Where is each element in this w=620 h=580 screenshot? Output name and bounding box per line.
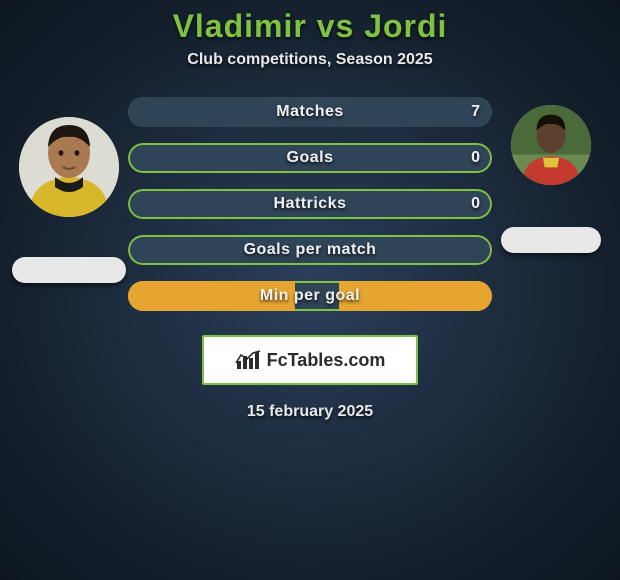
stat-label: Hattricks	[128, 189, 492, 219]
date-label: 15 february 2025	[0, 403, 620, 421]
left-player-panel	[14, 97, 124, 283]
right-player-panel	[496, 97, 606, 253]
stat-row: Hattricks0	[128, 189, 492, 219]
stat-row: Matches7	[128, 97, 492, 127]
left-player-flag	[12, 257, 126, 283]
stat-value-right: 0	[459, 189, 492, 219]
page-title: Vladimir vs Jordi	[0, 8, 620, 45]
stat-label: Matches	[128, 97, 492, 127]
stat-value-right: 0	[459, 143, 492, 173]
comparison-layout: Matches7Goals0Hattricks0Goals per matchM…	[0, 97, 620, 327]
stat-label: Min per goal	[128, 281, 492, 311]
avatar-right-illustration	[511, 105, 591, 185]
right-player-flag	[501, 227, 601, 253]
stat-bars: Matches7Goals0Hattricks0Goals per matchM…	[124, 97, 496, 327]
stat-row: Goals per match	[128, 235, 492, 265]
stat-value-right: 7	[459, 97, 492, 127]
avatar-left-illustration	[19, 117, 119, 217]
stat-row: Goals0	[128, 143, 492, 173]
stat-label: Goals	[128, 143, 492, 173]
comparison-card: Vladimir vs Jordi Club competitions, Sea…	[0, 0, 620, 580]
right-player-avatar	[511, 105, 591, 185]
stat-row: Min per goal	[128, 281, 492, 311]
left-player-avatar	[19, 117, 119, 217]
subtitle: Club competitions, Season 2025	[0, 51, 620, 69]
brand-badge: FcTables.com	[202, 335, 418, 385]
stat-label: Goals per match	[128, 235, 492, 265]
brand-text: FcTables.com	[267, 350, 386, 371]
chart-icon	[235, 349, 261, 371]
